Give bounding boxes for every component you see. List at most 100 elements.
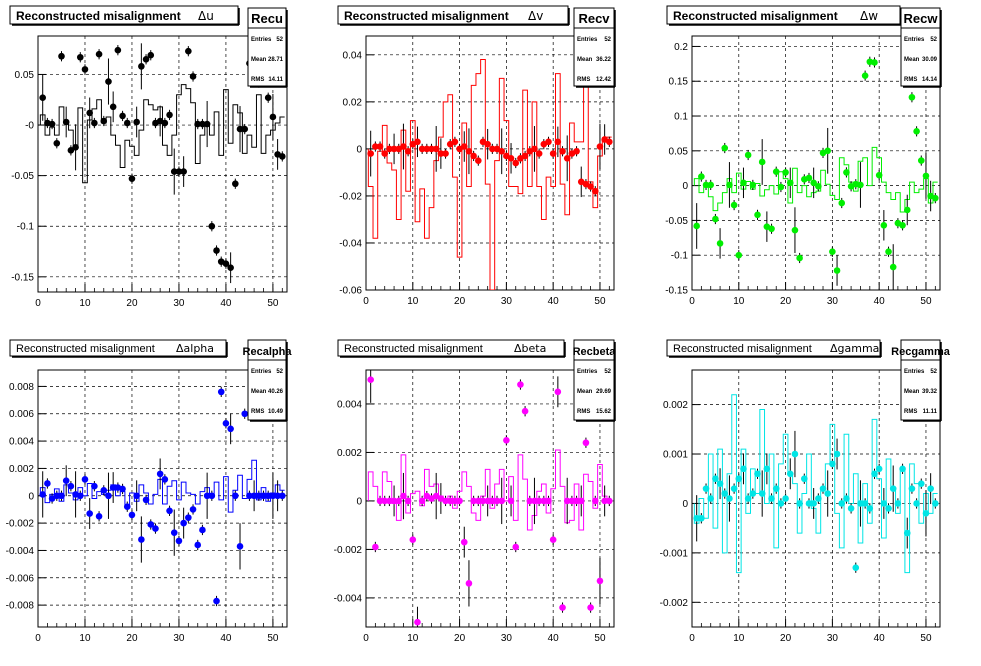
x-tick-label: 0 bbox=[363, 296, 369, 307]
data-point bbox=[133, 118, 140, 126]
data-point bbox=[833, 450, 841, 458]
data-point bbox=[517, 381, 524, 388]
data-point bbox=[279, 492, 286, 500]
data-point bbox=[100, 486, 108, 494]
data-point bbox=[199, 526, 206, 534]
x-tick-label: 40 bbox=[220, 633, 232, 644]
data-point bbox=[180, 168, 187, 175]
data-point bbox=[208, 492, 216, 500]
stat-value: 28.71 bbox=[268, 57, 284, 63]
data-point bbox=[531, 497, 538, 505]
plot-frame bbox=[691, 369, 941, 628]
x-tick-label: 30 bbox=[173, 633, 185, 644]
x-tick-label: 20 bbox=[780, 296, 792, 307]
panel-title: Reconstructed misalignment bbox=[344, 9, 509, 23]
data-point bbox=[772, 168, 780, 175]
data-point bbox=[772, 485, 780, 492]
data-point bbox=[521, 152, 529, 160]
plot-area bbox=[693, 394, 939, 574]
histogram-series bbox=[367, 49, 612, 290]
data-point bbox=[899, 221, 906, 229]
data-point bbox=[908, 485, 916, 492]
stat-value: 36.22 bbox=[596, 57, 612, 63]
stat-value: 10.49 bbox=[268, 409, 284, 415]
data-point bbox=[805, 500, 813, 507]
data-point bbox=[232, 492, 239, 500]
data-point bbox=[726, 495, 733, 502]
stats-box bbox=[573, 7, 615, 87]
data-point bbox=[114, 46, 122, 54]
data-point bbox=[819, 485, 827, 492]
data-point bbox=[889, 485, 897, 492]
panel-recv: 0 10 20 30 40 50 0.04 0.02 0 -0.02 -0.04 -0.06 Recon… bbox=[337, 5, 616, 307]
data-point bbox=[67, 482, 75, 490]
data-point bbox=[246, 492, 253, 500]
data-point bbox=[903, 529, 911, 537]
data-point bbox=[203, 120, 211, 128]
data-point bbox=[726, 181, 733, 189]
y-tick-label: 0.04 bbox=[343, 50, 363, 61]
x-tick-label: 40 bbox=[874, 633, 886, 644]
data-point bbox=[885, 505, 892, 512]
plot-frame bbox=[37, 35, 288, 293]
y-tick-label: -0.004 bbox=[334, 593, 363, 604]
stat-label: RMS bbox=[577, 77, 590, 83]
data-point bbox=[53, 139, 61, 147]
x-tick-label: 10 bbox=[407, 296, 419, 307]
panel-symbol: Δgamma bbox=[830, 342, 879, 355]
data-point bbox=[255, 492, 263, 500]
x-tick-label: 10 bbox=[733, 633, 745, 644]
data-point bbox=[507, 497, 515, 505]
data-point bbox=[260, 492, 267, 500]
x-tick-label: 40 bbox=[548, 633, 560, 644]
data-point bbox=[390, 497, 398, 505]
data-point bbox=[123, 503, 131, 511]
title-box bbox=[9, 339, 227, 357]
data-point bbox=[400, 143, 407, 150]
data-point bbox=[269, 113, 277, 121]
stat-label: RMS bbox=[251, 409, 264, 415]
x-tick-label: 30 bbox=[501, 296, 513, 307]
data-point bbox=[142, 55, 150, 63]
data-point bbox=[913, 500, 920, 507]
data-point bbox=[693, 514, 700, 522]
data-point bbox=[843, 169, 850, 176]
data-point bbox=[44, 480, 51, 487]
data-point bbox=[582, 439, 590, 447]
plot-area bbox=[39, 43, 286, 284]
data-point bbox=[815, 183, 822, 190]
data-point bbox=[170, 529, 178, 536]
panel-symbol: Δw bbox=[860, 9, 878, 23]
data-point bbox=[442, 150, 449, 157]
data-point bbox=[185, 47, 192, 55]
stat-label: Mean bbox=[251, 57, 267, 63]
data-point bbox=[194, 541, 202, 549]
data-point bbox=[861, 72, 869, 79]
stat-value: 40.26 bbox=[268, 389, 284, 395]
stat-value: 14.11 bbox=[268, 77, 283, 83]
data-point bbox=[526, 497, 534, 505]
data-point bbox=[833, 267, 841, 274]
data-point bbox=[744, 151, 752, 159]
title-box bbox=[666, 5, 901, 25]
y-tick-label: -0.004 bbox=[6, 546, 35, 557]
data-point bbox=[166, 111, 173, 119]
data-point bbox=[269, 492, 277, 500]
panel-title: Reconstructed misalignment bbox=[673, 9, 838, 23]
y-tick-label: -0 bbox=[25, 121, 34, 132]
x-tick-label: 10 bbox=[407, 633, 419, 644]
data-point bbox=[796, 254, 803, 262]
data-point bbox=[451, 497, 459, 505]
data-point bbox=[749, 181, 757, 189]
data-point bbox=[554, 388, 562, 396]
y-tick-label: 0 bbox=[28, 491, 34, 502]
data-point bbox=[217, 388, 225, 396]
data-point bbox=[194, 120, 202, 128]
data-point bbox=[782, 495, 789, 502]
data-point bbox=[707, 495, 715, 502]
data-point bbox=[465, 580, 473, 587]
data-point bbox=[372, 143, 379, 150]
data-point bbox=[156, 470, 164, 478]
x-tick-label: 40 bbox=[220, 298, 232, 309]
x-tick-label: 50 bbox=[594, 633, 606, 644]
